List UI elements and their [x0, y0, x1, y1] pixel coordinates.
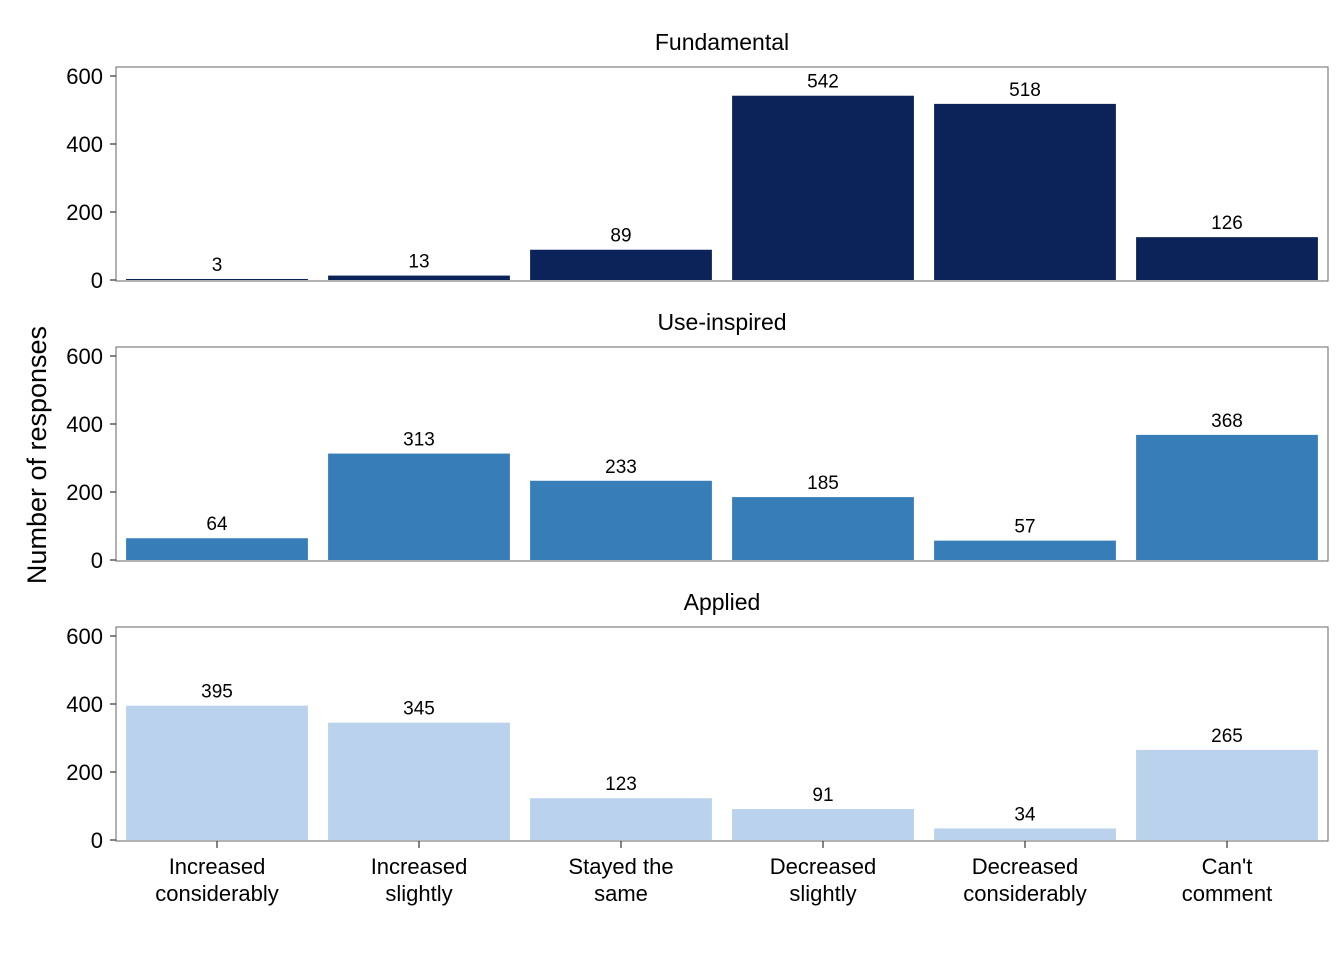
bar [530, 249, 712, 280]
y-tick-label: 600 [66, 624, 103, 649]
bar [530, 798, 712, 840]
y-tick-label: 0 [91, 268, 103, 293]
y-tick-label: 200 [66, 480, 103, 505]
data-label: 518 [1009, 80, 1041, 101]
y-tick-label: 600 [66, 344, 103, 369]
data-label: 64 [206, 514, 228, 535]
bar [530, 480, 712, 560]
y-tick-label: 400 [66, 132, 103, 157]
data-label: 185 [807, 473, 839, 494]
panel-border [115, 626, 1329, 842]
data-label: 313 [403, 430, 435, 451]
x-axis: Increased considerably Increased slightly St… [155, 841, 1272, 906]
facet-title: Applied [684, 589, 761, 615]
bar [126, 538, 308, 560]
panel-use-inspired: Use-inspired 0 200 400 600 64 313 233 185 57 368 [66, 309, 1329, 573]
bar [1136, 749, 1318, 840]
bar [934, 103, 1116, 280]
y-tick-label: 200 [66, 200, 103, 225]
data-label: 126 [1211, 213, 1243, 234]
facet-title: Fundamental [655, 29, 789, 55]
data-label: 233 [605, 457, 637, 478]
panel-border [115, 346, 1329, 562]
data-label: 345 [403, 699, 435, 720]
bar [126, 705, 308, 840]
bar [732, 497, 914, 560]
bar [934, 828, 1116, 840]
bar [328, 275, 510, 280]
bar [732, 95, 914, 280]
bar [934, 540, 1116, 560]
data-label: 395 [201, 682, 233, 703]
data-label: 57 [1014, 517, 1035, 538]
facet-title: Use-inspired [657, 309, 786, 335]
data-label: 123 [605, 774, 637, 795]
data-label: 265 [1211, 726, 1243, 747]
y-tick-label: 0 [91, 548, 103, 573]
panel-fundamental: Fundamental 0 200 400 600 3 13 89 542 518 126 [66, 29, 1329, 293]
bar [328, 722, 510, 840]
bar [1136, 434, 1318, 560]
x-tick-label: Stayed the same [568, 854, 673, 906]
y-axis-label: Number of responses [22, 326, 52, 584]
bar [126, 278, 308, 280]
bar [1136, 237, 1318, 280]
panel-applied: Applied 0 200 400 600 395 345 123 91 34 265 [66, 589, 1329, 853]
data-label: 89 [610, 226, 631, 247]
data-label: 13 [408, 252, 429, 273]
bar [328, 453, 510, 560]
x-tick-label: Decreased slightly [770, 854, 876, 906]
x-tick-label: Increased considerably [155, 854, 279, 906]
data-label: 91 [812, 785, 833, 806]
y-tick-label: 400 [66, 692, 103, 717]
y-tick-label: 0 [91, 828, 103, 853]
data-label: 368 [1211, 411, 1243, 432]
data-label: 542 [807, 72, 839, 93]
x-tick-label: Increased slightly [371, 854, 468, 906]
panel-border [115, 66, 1329, 282]
y-tick-label: 200 [66, 760, 103, 785]
y-tick-label: 600 [66, 64, 103, 89]
y-tick-label: 400 [66, 412, 103, 437]
x-tick-label: Can't comment [1182, 854, 1272, 906]
bar [732, 809, 914, 840]
data-label: 34 [1014, 804, 1036, 825]
x-tick-label: Decreased considerably [963, 854, 1087, 906]
data-label: 3 [212, 255, 223, 276]
